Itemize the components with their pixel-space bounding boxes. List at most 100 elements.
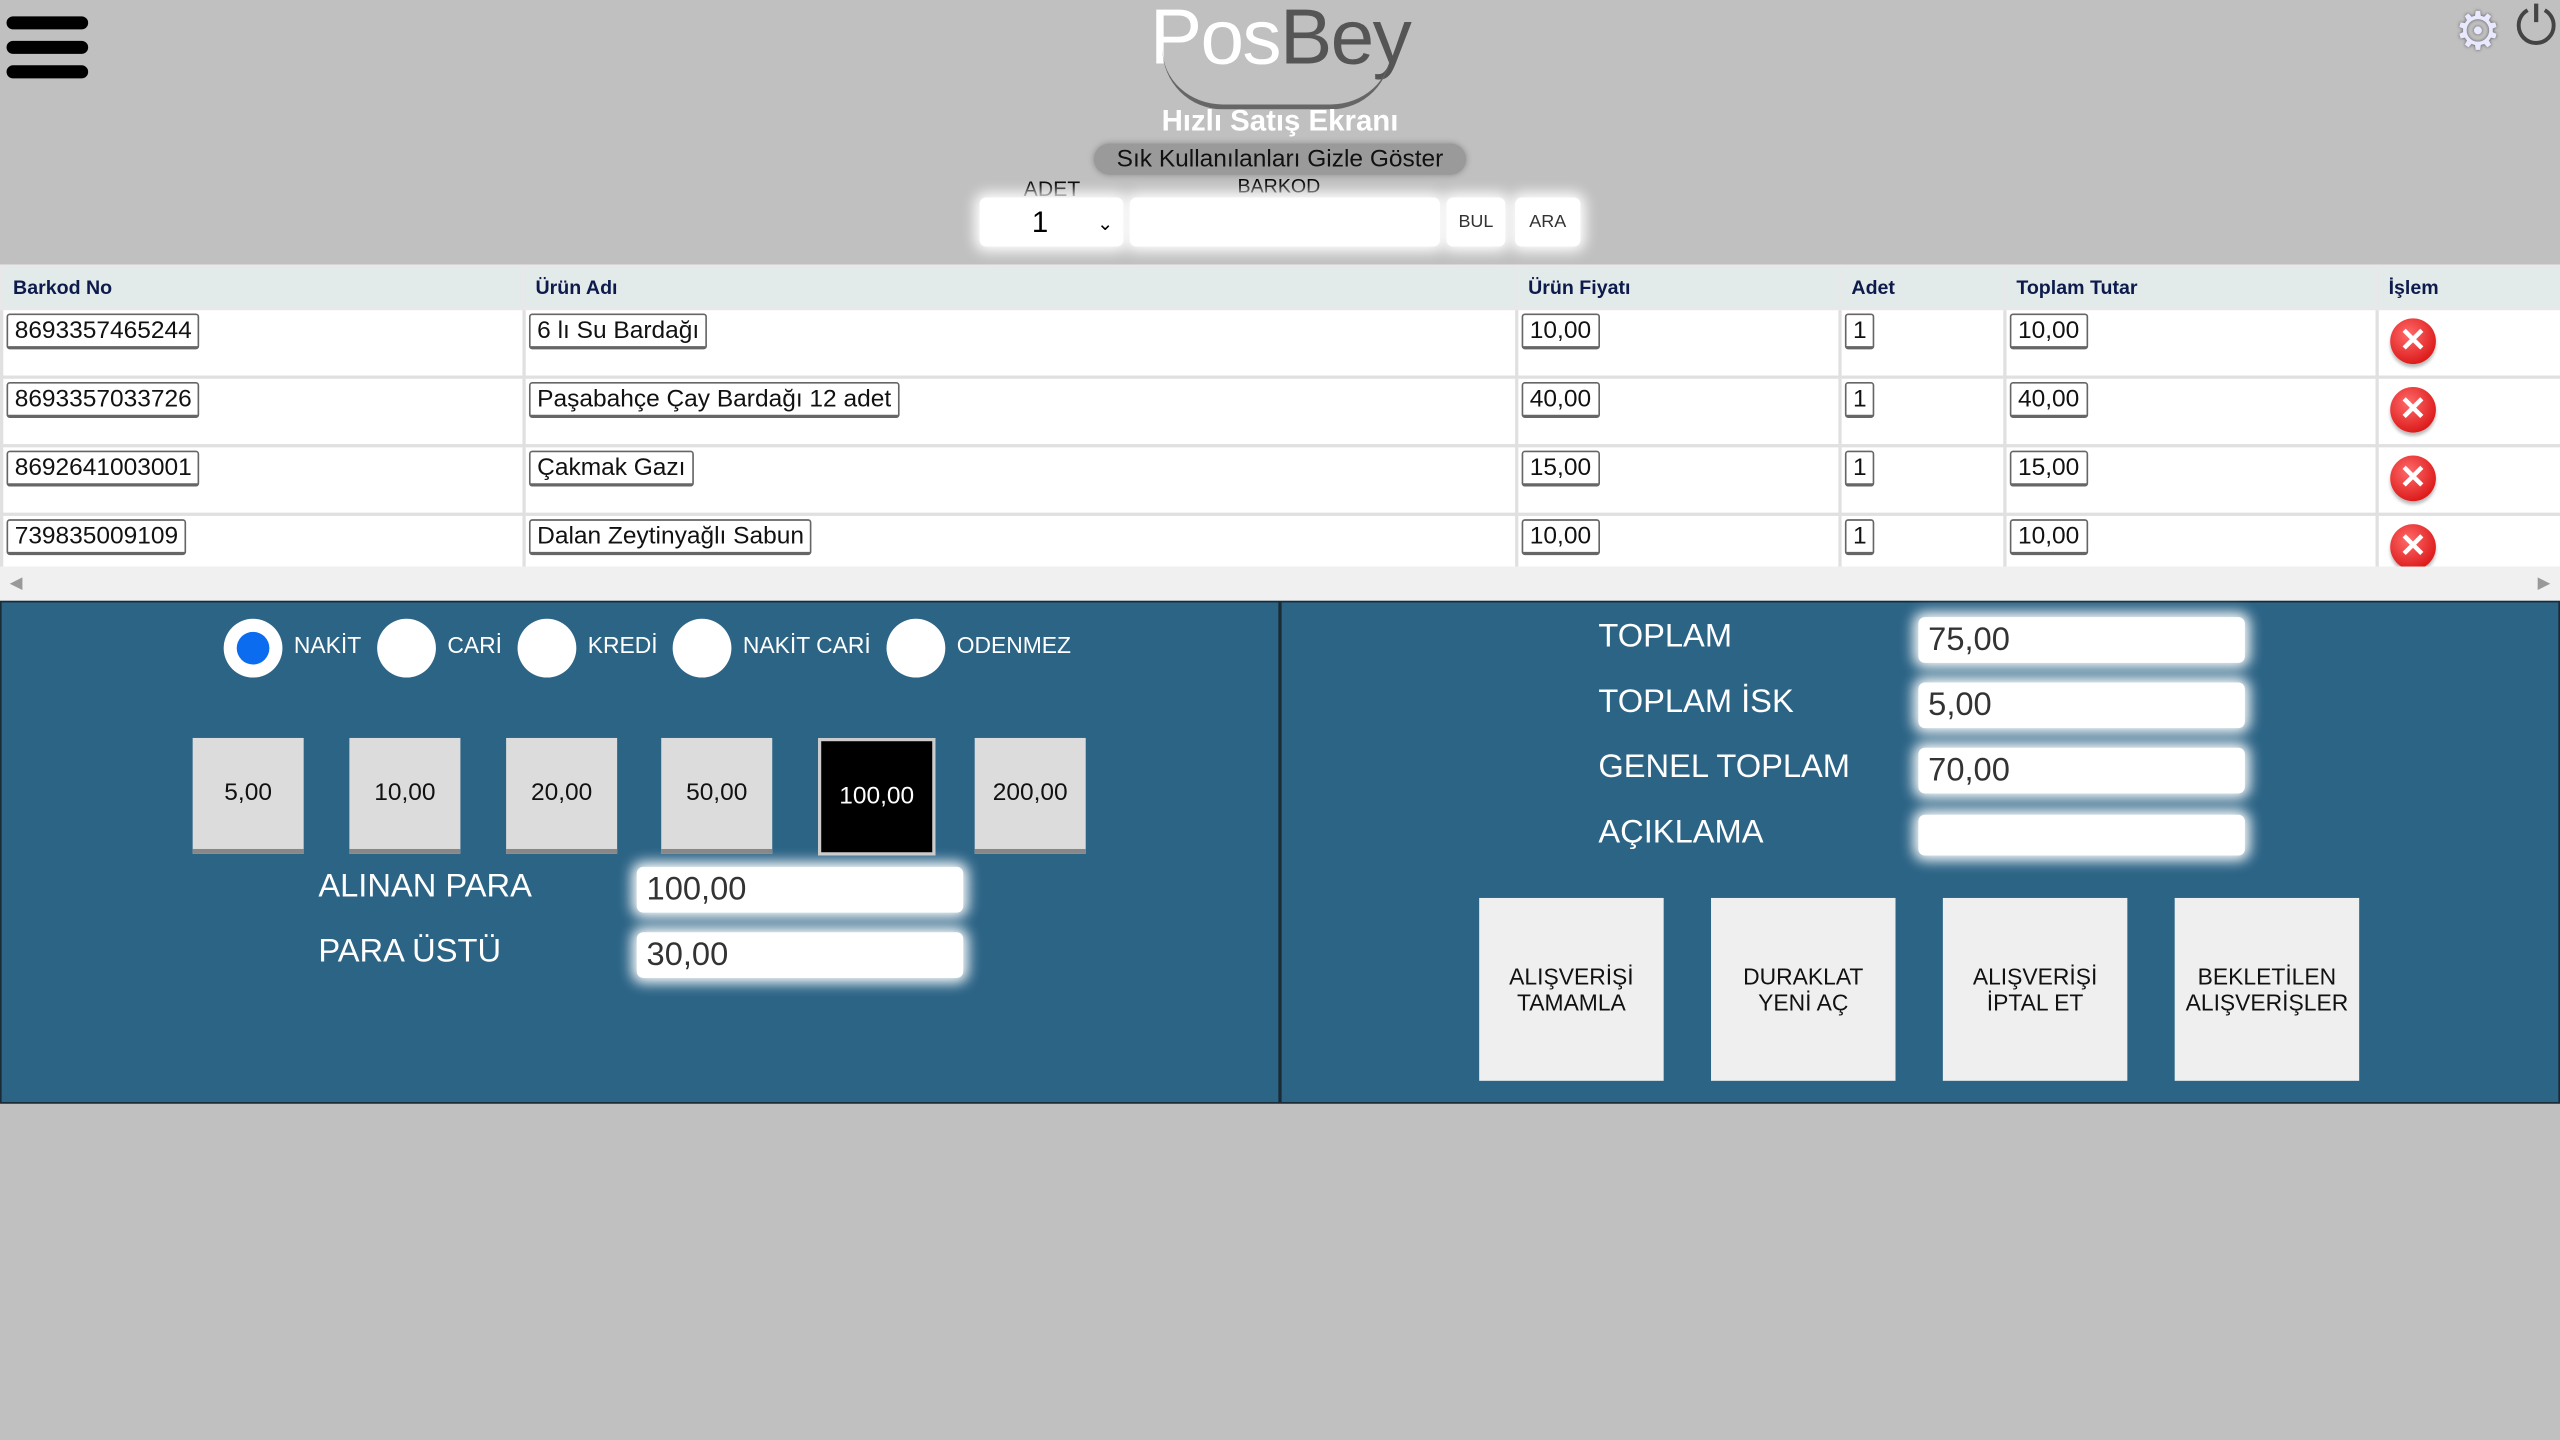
chevron-down-icon: ⌄	[1097, 212, 1114, 236]
qty-cell[interactable]: 1	[1844, 313, 1875, 350]
price-cell[interactable]: 40,00	[1521, 382, 1600, 418]
barcode-cell-container: 8693357033726	[0, 375, 526, 448]
cash-amount-button[interactable]: 50,00	[661, 737, 773, 854]
pause-new-sale-button[interactable]: DURAKLAT YENİ AÇ	[1711, 897, 1896, 1081]
cash-amount-button[interactable]: 200,00	[974, 737, 1086, 854]
qty-cell-container: 1	[1838, 444, 2007, 516]
ara-button[interactable]: ARA	[1515, 197, 1581, 247]
change-label: PARA ÜSTÜ	[318, 933, 502, 970]
cancel-sale-button[interactable]: ALIŞVERİŞİ İPTAL ET	[1942, 897, 2128, 1081]
qty-cell-container: 1	[1838, 375, 2007, 448]
barcode-cell-container: 8693357465244	[0, 306, 526, 379]
grand-total-input[interactable]: 70,00	[1918, 747, 2245, 794]
payment-radio-2[interactable]	[517, 618, 577, 678]
total-cell[interactable]: 15,00	[2009, 450, 2088, 487]
name-cell[interactable]: 6 lı Su Bardağı	[528, 313, 708, 350]
adet-select[interactable]: 1 ⌄	[979, 197, 1124, 247]
name-cell-container: Paşabahçe Çay Bardağı 12 adet	[522, 375, 1519, 448]
name-cell[interactable]: Dalan Zeytinyağlı Sabun	[528, 519, 813, 556]
total-input[interactable]: 75,00	[1918, 617, 2245, 663]
scroll-left-icon[interactable]: ◀	[9, 574, 23, 593]
price-cell[interactable]: 15,00	[1521, 450, 1600, 487]
barkod-input[interactable]	[1129, 197, 1440, 247]
payment-radio-label[interactable]: NAKİT	[293, 631, 362, 658]
total-cell[interactable]: 40,00	[2009, 382, 2088, 418]
complete-sale-button[interactable]: ALIŞVERİŞİ TAMAMLA	[1479, 897, 1664, 1081]
discount-input[interactable]: 5,00	[1918, 682, 2245, 729]
name-cell[interactable]: Paşabahçe Çay Bardağı 12 adet	[528, 382, 900, 418]
payment-radio-label[interactable]: NAKİT CARİ	[742, 631, 871, 658]
logo-swoosh	[1162, 49, 1392, 110]
total-cell-container: 10,00	[2003, 306, 2379, 379]
change-input[interactable]: 30,00	[636, 932, 964, 978]
delete-icon[interactable]: ✕	[2390, 455, 2436, 502]
payment-radio-label[interactable]: KREDİ	[587, 631, 658, 658]
barcode-cell[interactable]: 739835009109	[6, 519, 187, 556]
name-cell-container: 6 lı Su Bardağı	[522, 306, 1519, 379]
qty-cell[interactable]: 1	[1844, 450, 1875, 487]
page-title: Hızlı Satış Ekranı	[1161, 104, 1399, 138]
delete-icon[interactable]: ✕	[2390, 524, 2436, 570]
received-input[interactable]: 100,00	[636, 866, 964, 913]
delete-icon[interactable]: ✕	[2390, 386, 2436, 433]
col-total: Toplam Tutar	[2003, 264, 2379, 311]
price-cell[interactable]: 10,00	[1521, 313, 1600, 350]
scroll-right-icon[interactable]: ▶	[2537, 574, 2551, 593]
grand-total-label: GENEL TOPLAM	[1598, 749, 1851, 786]
name-cell-container: Çakmak Gazı	[522, 444, 1519, 516]
table-row: 8692641003001 Çakmak Gazı 15,00 1 15,00 ✕	[0, 444, 2560, 516]
action-cell: ✕	[2375, 375, 2560, 448]
note-label: AÇIKLAMA	[1598, 814, 1764, 851]
table-row: 8693357033726 Paşabahçe Çay Bardağı 12 ad…	[0, 375, 2560, 448]
gear-icon[interactable]: ⚙	[2454, 1, 2502, 61]
qty-cell-container: 1	[1838, 306, 2007, 379]
cash-amount-button[interactable]: 100,00	[817, 737, 936, 856]
total-label: TOPLAM	[1598, 618, 1733, 655]
col-barcode: Barkod No	[0, 264, 526, 311]
price-cell[interactable]: 10,00	[1521, 519, 1600, 556]
delete-icon[interactable]: ✕	[2390, 318, 2436, 365]
payment-radio-label[interactable]: ODENMEZ	[956, 631, 1072, 658]
col-action: İşlem	[2375, 264, 2560, 311]
barcode-cell[interactable]: 8693357033726	[6, 382, 200, 418]
cash-amount-button[interactable]: 5,00	[192, 737, 304, 854]
received-label: ALINAN PARA	[318, 868, 532, 905]
payment-radio-0[interactable]	[223, 618, 283, 678]
note-textarea[interactable]	[1918, 814, 2245, 856]
payment-radio-1[interactable]	[377, 618, 436, 678]
barkod-label: BARKOD	[1237, 174, 1321, 198]
adet-label: ADET	[1023, 176, 1081, 201]
price-cell-container: 40,00	[1515, 375, 1842, 448]
col-price: Ürün Fiyatı	[1515, 264, 1842, 311]
total-cell[interactable]: 10,00	[2009, 313, 2088, 350]
menu-icon[interactable]	[6, 16, 89, 79]
cash-amount-button[interactable]: 20,00	[506, 737, 618, 854]
total-cell-container: 15,00	[2003, 444, 2379, 516]
col-qty: Adet	[1838, 264, 2007, 311]
action-cell: ✕	[2375, 306, 2560, 379]
payment-radio-3[interactable]	[672, 618, 732, 678]
total-cell-container: 40,00	[2003, 375, 2379, 448]
barcode-cell[interactable]: 8692641003001	[6, 450, 200, 487]
price-cell-container: 10,00	[1515, 306, 1842, 379]
action-cell: ✕	[2375, 444, 2560, 516]
price-cell-container: 15,00	[1515, 444, 1842, 516]
held-sales-button[interactable]: BEKLETİLEN ALIŞVERİŞLER	[2174, 897, 2360, 1081]
horizontal-scrollbar[interactable]: ◀ ▶	[0, 566, 2560, 601]
payment-radio-4[interactable]	[886, 618, 946, 678]
bul-button[interactable]: BUL	[1446, 197, 1506, 247]
table-row: 8693357465244 6 lı Su Bardağı 10,00 1 10,00 ✕	[0, 306, 2560, 379]
qty-cell[interactable]: 1	[1844, 519, 1875, 556]
adet-value: 1	[1031, 205, 1049, 239]
cash-amount-button[interactable]: 10,00	[349, 737, 461, 854]
power-icon[interactable]: ⏻	[2515, 0, 2557, 56]
total-cell[interactable]: 10,00	[2009, 519, 2088, 556]
cart-table: Barkod No Ürün Adı Ürün Fiyatı Adet Topl…	[0, 264, 2560, 585]
name-cell[interactable]: Çakmak Gazı	[528, 450, 694, 487]
barcode-cell[interactable]: 8693357465244	[6, 313, 200, 350]
toggle-favorites-button[interactable]: Sık Kullanılanları Gizle Göster	[1093, 143, 1467, 175]
qty-cell[interactable]: 1	[1844, 382, 1875, 418]
payment-radio-label[interactable]: CARİ	[447, 631, 502, 658]
barcode-cell-container: 8692641003001	[0, 444, 526, 516]
